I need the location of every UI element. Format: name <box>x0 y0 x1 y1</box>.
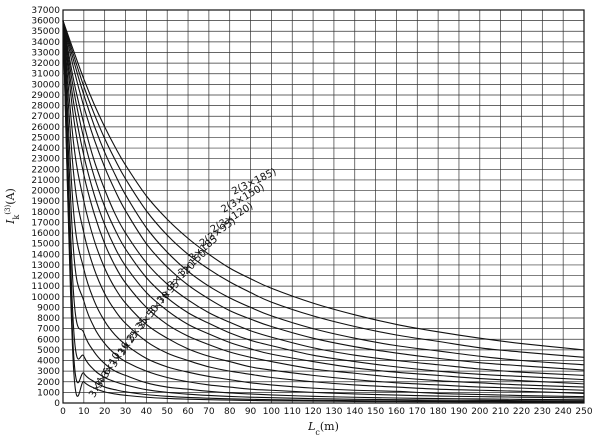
y-tick-label: 16000 <box>31 229 60 239</box>
x-tick-labels: 0 10 20 30 40 50 60 70 80 90 100 110 120 130 140 150 160… <box>60 407 593 417</box>
x-tick-label: 210 <box>492 407 509 417</box>
y-tick-label: 31000 <box>31 70 60 80</box>
x-tick-label: 110 <box>284 407 301 417</box>
curve-series-8 <box>62 20 585 391</box>
grid <box>62 9 585 404</box>
curve-series-10 <box>62 20 585 398</box>
y-tick-label: 15000 <box>31 240 60 250</box>
y-tick-label: 11000 <box>31 282 60 292</box>
y-tick-label: 19000 <box>31 197 60 207</box>
x-tick-label: 160 <box>388 407 405 417</box>
y-axis-symbol: I <box>4 219 17 225</box>
y-tick-label: 30000 <box>31 80 60 90</box>
plot-frame <box>62 9 585 404</box>
y-axis-title: Ik(3)(A) <box>4 188 21 225</box>
x-tick-label: 90 <box>245 407 257 417</box>
y-axis-subscript: k <box>12 214 21 219</box>
y-tick-label: 36000 <box>31 17 60 27</box>
curve-series-7 <box>62 20 585 388</box>
x-tick-label: 200 <box>471 407 488 417</box>
x-axis-symbol: L <box>307 420 315 433</box>
curve-series-4 <box>62 20 585 376</box>
y-tick-label: 32000 <box>31 59 60 69</box>
x-tick-label: 30 <box>120 407 132 417</box>
x-tick-label: 140 <box>346 407 363 417</box>
y-tick-label: 33000 <box>31 48 60 58</box>
y-tick-label: 24000 <box>31 144 60 154</box>
y-tick-label: 2000 <box>37 378 60 388</box>
curve-series-1 <box>62 20 585 358</box>
x-tick-label: 70 <box>203 407 215 417</box>
x-axis-unit: (m) <box>320 420 339 433</box>
y-tick-label: 0 <box>54 399 60 409</box>
x-tick-label: 50 <box>161 407 173 417</box>
x-tick-label: 170 <box>409 407 426 417</box>
y-tick-labels: 0100020003000400050006000700080009000100… <box>31 6 60 409</box>
x-tick-label: 10 <box>78 407 90 417</box>
x-tick-label: 180 <box>430 407 447 417</box>
y-tick-label: 14000 <box>31 250 60 260</box>
x-tick-label: 40 <box>141 407 153 417</box>
curves <box>62 20 585 403</box>
x-axis-title: Lc(m) <box>307 420 339 437</box>
y-tick-label: 23000 <box>31 155 60 165</box>
y-tick-label: 27000 <box>31 112 60 122</box>
x-tick-label: 240 <box>555 407 572 417</box>
curve-series-9 <box>62 20 585 394</box>
y-axis-superscript: (3) <box>4 204 12 214</box>
x-axis-subscript: c <box>315 428 320 437</box>
y-tick-label: 12000 <box>31 272 60 282</box>
x-tick-label: 60 <box>182 407 194 417</box>
y-tick-label: 7000 <box>37 325 60 335</box>
x-tick-label: 80 <box>224 407 236 417</box>
curve-series-12 <box>62 20 585 401</box>
curve-series-14 <box>62 20 585 403</box>
y-tick-label: 8000 <box>37 314 60 324</box>
y-tick-label: 35000 <box>31 27 60 37</box>
curve-series-0 <box>62 20 585 351</box>
x-tick-label: 190 <box>450 407 467 417</box>
y-tick-label: 3000 <box>37 367 60 377</box>
x-tick-label: 120 <box>304 407 321 417</box>
y-tick-label: 5000 <box>37 346 60 356</box>
x-tick-label: 130 <box>325 407 342 417</box>
curve-series-5 <box>62 20 585 381</box>
y-tick-label: 13000 <box>31 261 60 271</box>
curve-series-2 <box>62 20 585 366</box>
y-tick-label: 22000 <box>31 165 60 175</box>
x-tick-label: 230 <box>534 407 551 417</box>
y-tick-label: 26000 <box>31 123 60 133</box>
curve-series-6 <box>62 20 585 385</box>
y-tick-label: 6000 <box>37 335 60 345</box>
y-tick-label: 29000 <box>31 91 60 101</box>
x-tick-label: 100 <box>263 407 280 417</box>
y-tick-label: 10000 <box>31 293 60 303</box>
y-tick-label: 1000 <box>37 388 60 398</box>
x-tick-label: 0 <box>60 407 66 417</box>
y-tick-label: 17000 <box>31 218 60 228</box>
y-tick-label: 25000 <box>31 133 60 143</box>
x-tick-label: 250 <box>575 407 592 417</box>
x-tick-label: 20 <box>99 407 111 417</box>
curve-series-15 <box>62 20 585 403</box>
x-tick-label: 150 <box>367 407 384 417</box>
x-tick-label: 220 <box>513 407 530 417</box>
y-tick-label: 34000 <box>31 38 60 48</box>
curve-series-13 <box>62 20 585 402</box>
y-tick-label: 4000 <box>37 357 60 367</box>
curve-series-3 <box>62 20 585 371</box>
y-tick-label: 9000 <box>37 303 60 313</box>
y-tick-label: 37000 <box>31 6 60 16</box>
y-tick-label: 20000 <box>31 187 60 197</box>
y-tick-label: 18000 <box>31 208 60 218</box>
y-tick-label: 21000 <box>31 176 60 186</box>
curve-series-11 <box>62 20 585 399</box>
y-axis-unit: (A) <box>4 188 17 205</box>
y-tick-label: 28000 <box>31 102 60 112</box>
